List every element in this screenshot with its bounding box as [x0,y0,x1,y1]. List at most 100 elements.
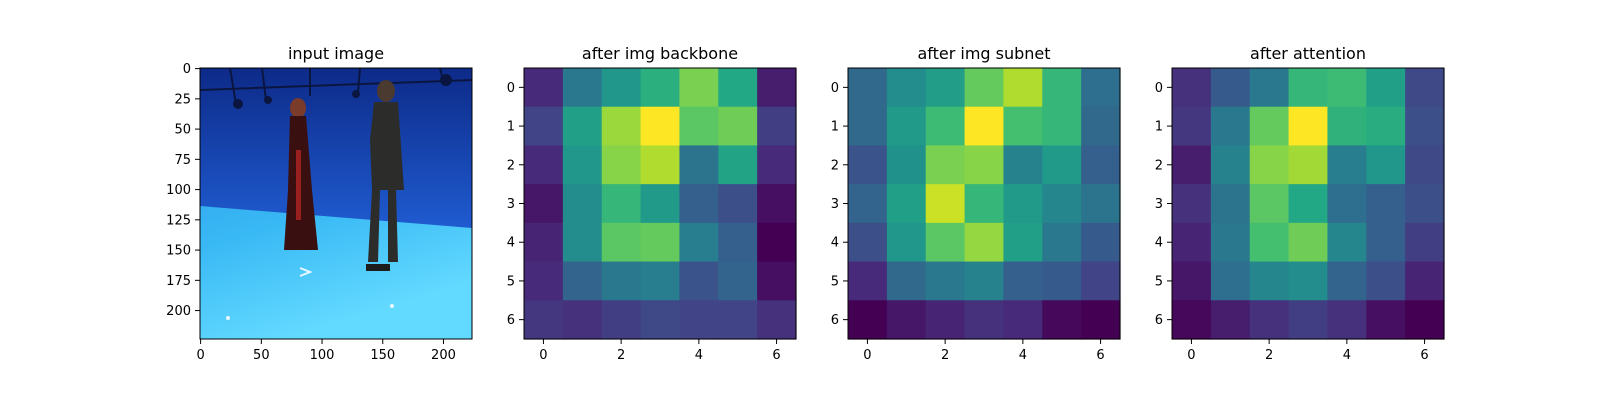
heatmap-cell-r4-c6 [1405,222,1445,263]
heatmap-cell-r0-c2 [601,68,642,108]
heatmap-cell-r6-c0 [1172,300,1212,340]
heatmap-cell-r2-c3 [640,145,681,185]
heatmap-cell-r6-c6 [1405,300,1445,340]
y-tick-label: 0 [183,62,191,77]
heatmap-cell-r4-c2 [601,222,642,263]
heatmap-cell-r5-c4 [1327,261,1367,301]
heatmap-cell-r4-c5 [1042,222,1082,263]
heatmap-cell-r4-c0 [1172,222,1212,263]
heatmap-cell-r4-c0 [848,222,888,263]
heatmap-cell-r6-c1 [886,300,927,340]
x-tick-label: 2 [941,348,949,363]
heatmap-cell-r5-c5 [718,261,758,301]
heatmap-cell-r4-c4 [1327,222,1367,263]
heatmap-cell-r5-c6 [1405,261,1445,301]
x-tick-label: 200 [431,348,456,363]
heatmap-cells [848,68,1121,340]
heatmap-cell-r5-c3 [1288,261,1329,301]
y-ticks: 0 1 2 3 4 5 6 [507,81,524,328]
y-tick-label: 4 [507,236,515,251]
heatmap-cell-r0-c6 [757,68,797,108]
heatmap-cell-r4-c3 [1288,222,1329,263]
heatmap-cell-r1-c3 [964,106,1005,147]
x-tick-label: 0 [1187,348,1195,363]
heatmap-cell-r0-c1 [562,68,603,108]
heatmap-cell-r5-c2 [925,261,966,301]
heatmap-cell-r3-c0 [524,184,564,224]
photo-person-left [284,98,318,250]
x-tick-label: 4 [1019,348,1027,363]
y-tick-label: 0 [831,81,839,96]
photo-floor-dot [226,316,230,320]
heatmap-cell-r0-c0 [1172,68,1212,108]
y-tick-label: 25 [174,92,191,107]
y-tick-label: 2 [507,158,515,173]
heatmap-cell-r6-c1 [562,300,603,340]
heatmap-cell-r5-c1 [886,261,927,301]
heatmap-cell-r4-c6 [757,222,797,263]
x-tick-label: 150 [370,348,395,363]
heatmap-cell-r2-c6 [1081,145,1121,185]
heatmap-cell-r6-c3 [964,300,1005,340]
heatmap-cell-r3-c1 [1210,184,1251,224]
heatmap-cell-r1-c4 [1327,106,1367,147]
heatmap-cell-r3-c0 [848,184,888,224]
x-tick-label: 0 [196,348,204,363]
heatmap-cell-r5-c0 [848,261,888,301]
heatmap-cell-r0-c5 [1366,68,1406,108]
heatmap-cell-r4-c4 [1003,222,1043,263]
heatmap-cell-r2-c0 [524,145,564,185]
x-tick-label: 0 [863,348,871,363]
panel-heatmap-attention: after attention 0 2 4 6 0 1 2 3 4 5 6 [1155,44,1445,363]
heatmap-cell-r1-c5 [1042,106,1082,147]
heatmap-cell-r3-c1 [886,184,927,224]
heatmap-cell-r3-c5 [1042,184,1082,224]
heatmap-cell-r2-c2 [1249,145,1290,185]
heatmap-cell-r0-c0 [848,68,888,108]
heatmap-cell-r2-c6 [1405,145,1445,185]
heatmap-cell-r0-c4 [1003,68,1043,108]
heatmap-cells [524,68,797,340]
y-tick-label: 5 [831,274,839,289]
y-tick-label: 6 [831,313,839,328]
x-tick-label: 6 [1096,348,1104,363]
heatmap-cell-r5-c2 [601,261,642,301]
x-tick-label: 2 [617,348,625,363]
panel-title: after img backbone [582,44,738,63]
heatmap-cell-r3-c4 [679,184,719,224]
heatmap-cell-r1-c0 [848,106,888,147]
y-tick-label: 2 [831,158,839,173]
heatmap-cell-r0-c1 [886,68,927,108]
heatmap-cell-r0-c4 [1327,68,1367,108]
y-tick-label: 1 [1155,120,1163,135]
heatmap-cell-r1-c2 [1249,106,1290,147]
x-tick-label: 6 [1420,348,1428,363]
x-tick-label: 6 [772,348,780,363]
photo-backdrop [200,68,472,228]
heatmap-cell-r2-c4 [1327,145,1367,185]
x-tick-label: 100 [310,348,335,363]
heatmap-cell-r0-c6 [1405,68,1445,108]
heatmap-cell-r6-c0 [848,300,888,340]
heatmap-cell-r2-c1 [562,145,603,185]
x-ticks: 0 2 4 6 [539,339,781,363]
heatmap-cell-r0-c4 [679,68,719,108]
heatmap-cell-r6-c4 [1327,300,1367,340]
heatmap-cell-r0-c5 [718,68,758,108]
heatmap-cell-r2-c2 [925,145,966,185]
heatmap-cell-r6-c2 [925,300,966,340]
y-tick-label: 1 [507,120,515,135]
heatmap-cell-r3-c2 [925,184,966,224]
heatmap-cell-r4-c3 [964,222,1005,263]
heatmap-cell-r4-c1 [562,222,603,263]
heatmap-cell-r6-c6 [1081,300,1121,340]
heatmap-cell-r0-c3 [640,68,681,108]
y-tick-label: 175 [166,274,191,289]
heatmap-cell-r5-c3 [640,261,681,301]
heatmap-cell-r4-c2 [925,222,966,263]
heatmap-cell-r4-c3 [640,222,681,263]
heatmap-cell-r4-c2 [1249,222,1290,263]
heatmap-cell-r1-c3 [1288,106,1329,147]
y-tick-label: 5 [507,274,515,289]
heatmap-cell-r5-c3 [964,261,1005,301]
